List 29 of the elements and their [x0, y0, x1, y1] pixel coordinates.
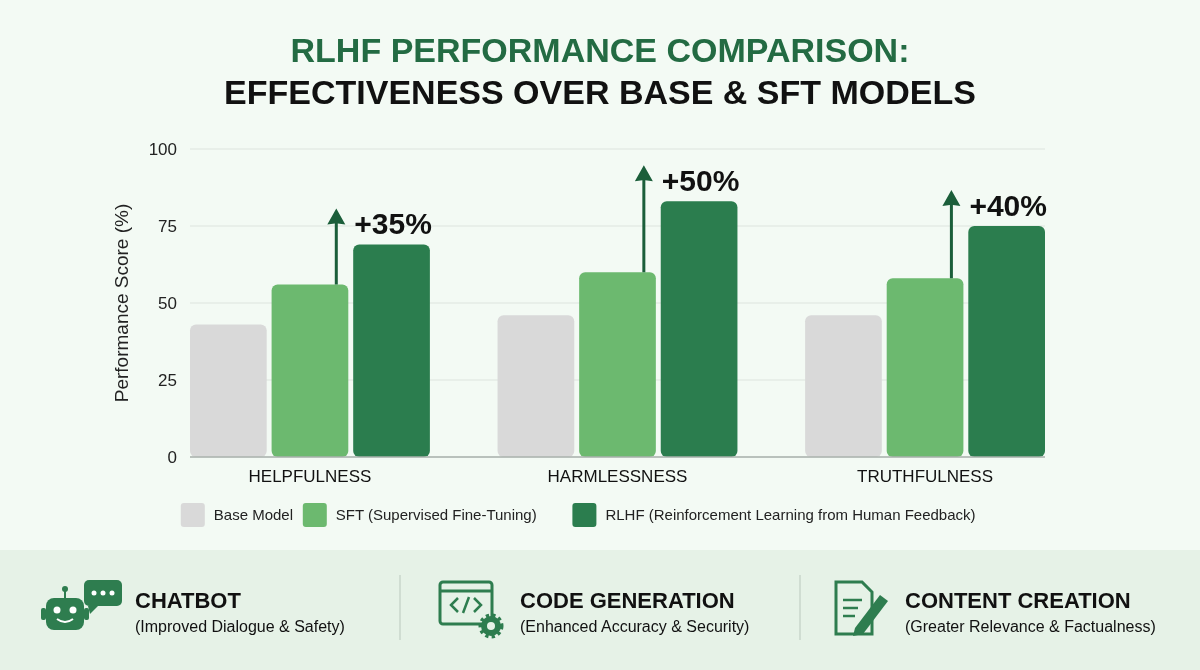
chart-title: RLHF PERFORMANCE COMPARISON: [290, 31, 910, 69]
legend-label: Base Model [213, 506, 294, 524]
chart-subtitle: EFFECTIVENESS OVER BASE & SFT MODELS [224, 73, 976, 111]
y-tick-label: 0 [167, 447, 177, 467]
text: CONTENT CREATION [905, 588, 1131, 613]
x-tick-label: TRUTHFULNESS [857, 467, 994, 486]
legend-label: RLHF (Reinforcement Learning from Human Feedback) [605, 506, 976, 524]
x-tick-label: HARMLESSNESS [547, 467, 688, 486]
bar [271, 284, 349, 457]
bar [353, 244, 430, 457]
bar [660, 201, 738, 457]
y-tick-label: 50 [158, 293, 177, 313]
annotation: +35% [354, 207, 432, 241]
y-axis-title: Performance Score (%) [111, 203, 132, 403]
y-tick-label: 100 [148, 139, 177, 159]
text: CHATBOT [135, 588, 242, 613]
text: (Enhanced Accuracy & Security) [520, 618, 750, 635]
text: CODE GENERATION [520, 588, 735, 613]
x-tick-label: HELPFULNESS [248, 467, 372, 486]
bar [579, 272, 656, 457]
text: (Greater Relevance & Factualness) [905, 618, 1156, 635]
y-tick-label: 75 [158, 216, 177, 236]
annotation: +40% [969, 189, 1047, 222]
legend-label: SFT (Supervised Fine-Tuning) [335, 506, 537, 524]
annotation: +50% [661, 164, 740, 198]
bar [968, 226, 1045, 457]
y-tick-label: 25 [158, 370, 177, 390]
text: (Improved Dialogue & Safety) [135, 618, 345, 635]
bar [886, 278, 964, 457]
